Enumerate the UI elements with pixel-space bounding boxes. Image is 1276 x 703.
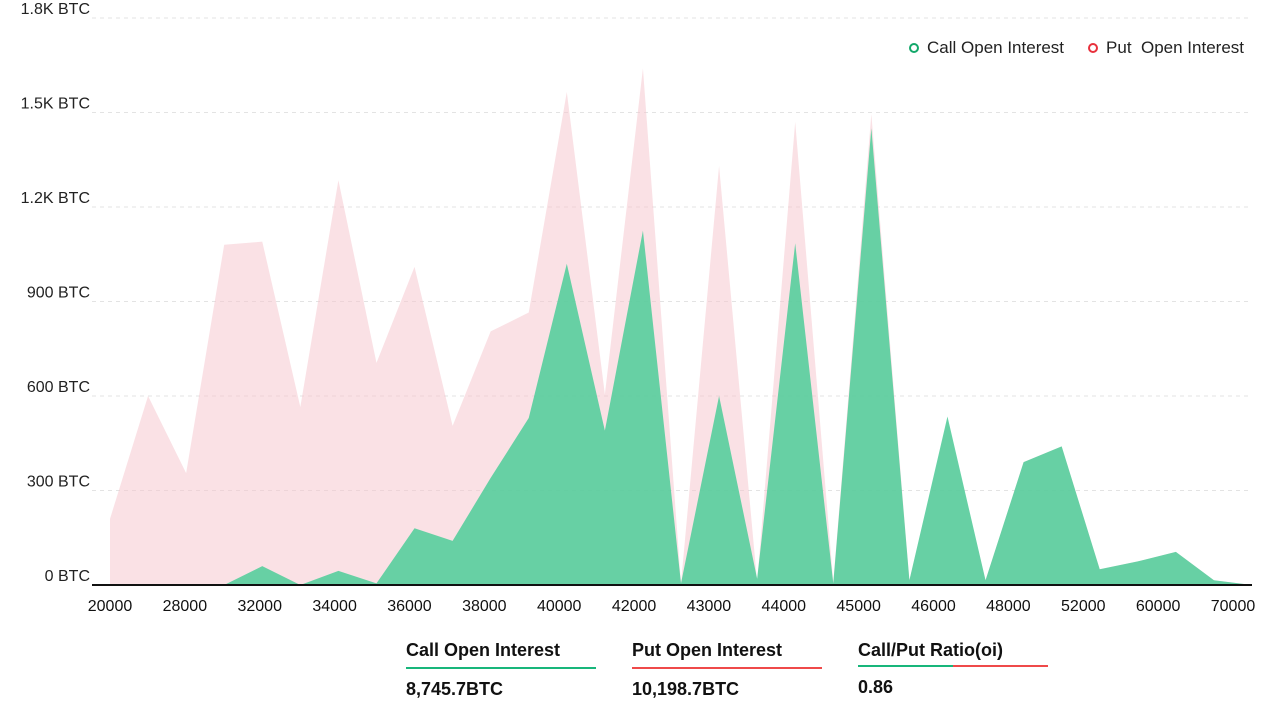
put-area xyxy=(110,68,1252,585)
y-tick-label: 600 BTC xyxy=(27,379,90,396)
x-tick-label: 44000 xyxy=(762,598,807,615)
x-tick-label: 32000 xyxy=(237,598,282,615)
y-tick-label: 0 BTC xyxy=(45,568,90,585)
y-tick-label: 900 BTC xyxy=(27,285,90,302)
x-tick-label: 60000 xyxy=(1136,598,1181,615)
summary-put: Put Open Interest 10,198.7BTC xyxy=(632,640,822,700)
summary-put-value: 10,198.7BTC xyxy=(632,679,740,699)
x-tick-label: 38000 xyxy=(462,598,507,615)
legend-put-label: Put Open Interest xyxy=(1106,38,1244,57)
legend-call[interactable]: Call Open Interest xyxy=(909,38,1064,58)
summary-call: Call Open Interest 8,745.7BTC xyxy=(406,640,596,700)
summary-call-value: 8,745.7BTC xyxy=(406,679,504,699)
y-tick-label: 1.2K BTC xyxy=(21,190,90,207)
y-tick-label: 1.8K BTC xyxy=(21,1,90,18)
legend-call-label: Call Open Interest xyxy=(927,38,1065,57)
x-tick-label: 43000 xyxy=(687,598,732,615)
y-tick-label: 300 BTC xyxy=(27,474,90,491)
put-dot-icon xyxy=(1088,43,1099,53)
open-interest-chart: 0 BTC 300 BTC 600 BTC 900 BTC 1.2K BTC 1.5K B… xyxy=(21,1,1256,615)
summary-put-label: Put Open Interest xyxy=(632,640,822,669)
call-dot-icon xyxy=(909,43,920,53)
x-tick-label: 36000 xyxy=(387,598,432,615)
x-tick-label: 28000 xyxy=(163,598,208,615)
chart-legend: Call Open Interest Put Open Interest xyxy=(909,38,1244,58)
summary-ratio: Call/Put Ratio(oi) 0.86 xyxy=(858,640,1048,700)
summary-call-label: Call Open Interest xyxy=(406,640,596,669)
x-tick-label: 48000 xyxy=(986,598,1031,615)
summary-ratio-label: Call/Put Ratio(oi) xyxy=(858,640,1048,667)
x-tick-label: 42000 xyxy=(612,598,657,615)
x-tick-label: 34000 xyxy=(312,598,357,615)
x-tick-label: 40000 xyxy=(537,598,582,615)
x-tick-label: 20000 xyxy=(88,598,133,615)
y-tick-label: 1.5K BTC xyxy=(21,96,90,113)
x-tick-label: 52000 xyxy=(1061,598,1106,615)
x-tick-label: 45000 xyxy=(836,598,881,615)
summary-ratio-value: 0.86 xyxy=(858,677,894,697)
x-tick-label: 70000 xyxy=(1211,598,1256,615)
legend-put[interactable]: Put Open Interest xyxy=(1088,38,1244,58)
x-tick-label: 46000 xyxy=(911,598,956,615)
summary-panel: Call Open Interest 8,745.7BTC Put Open I… xyxy=(406,640,1048,700)
